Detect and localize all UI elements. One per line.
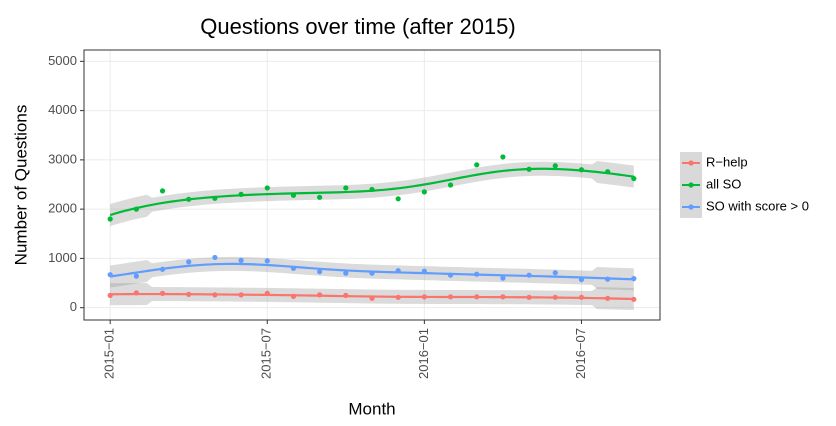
y-tick-label: 3000 bbox=[48, 151, 77, 166]
point bbox=[343, 185, 349, 191]
y-tick-label: 5000 bbox=[48, 53, 77, 68]
point bbox=[474, 162, 480, 168]
point bbox=[133, 273, 139, 279]
point bbox=[343, 270, 349, 276]
y-axis-label: Number of Questions bbox=[11, 105, 30, 266]
x-tick-label: 2016−01 bbox=[416, 328, 431, 379]
legend-label: all SO bbox=[706, 176, 741, 191]
smooth-line bbox=[110, 292, 634, 301]
point bbox=[238, 257, 244, 263]
point bbox=[212, 254, 218, 261]
point bbox=[500, 275, 506, 281]
y-tick-label: 2000 bbox=[48, 201, 77, 216]
smooth-line bbox=[110, 262, 634, 281]
y-tick-label: 4000 bbox=[48, 102, 77, 117]
point bbox=[107, 216, 113, 222]
point bbox=[159, 188, 166, 194]
x-axis-label: Month bbox=[348, 399, 395, 418]
legend-point bbox=[688, 160, 694, 166]
point bbox=[395, 196, 401, 202]
point bbox=[264, 185, 270, 191]
point bbox=[552, 163, 558, 169]
point bbox=[264, 258, 270, 264]
legend-label: SO with score > 0 bbox=[706, 198, 809, 213]
y-tick-label: 1000 bbox=[48, 250, 77, 265]
y-tick-label: 0 bbox=[70, 299, 77, 314]
chart-title: Questions over time (after 2015) bbox=[200, 14, 515, 39]
point bbox=[317, 269, 323, 275]
point bbox=[447, 182, 454, 188]
legend-point bbox=[688, 182, 694, 188]
x-tick-label: 2015−01 bbox=[102, 328, 117, 379]
smooth-line bbox=[109, 167, 634, 217]
x-tick-label: 2015−07 bbox=[259, 328, 274, 379]
legend-point bbox=[688, 204, 694, 210]
x-tick-label: 2016−07 bbox=[573, 328, 588, 379]
point bbox=[421, 189, 427, 195]
point bbox=[317, 194, 323, 200]
panel-border bbox=[83, 49, 661, 321]
legend-label: R−help bbox=[706, 154, 748, 169]
confidence-band bbox=[110, 161, 634, 227]
point bbox=[500, 154, 506, 160]
point bbox=[186, 259, 192, 265]
point bbox=[552, 270, 558, 276]
